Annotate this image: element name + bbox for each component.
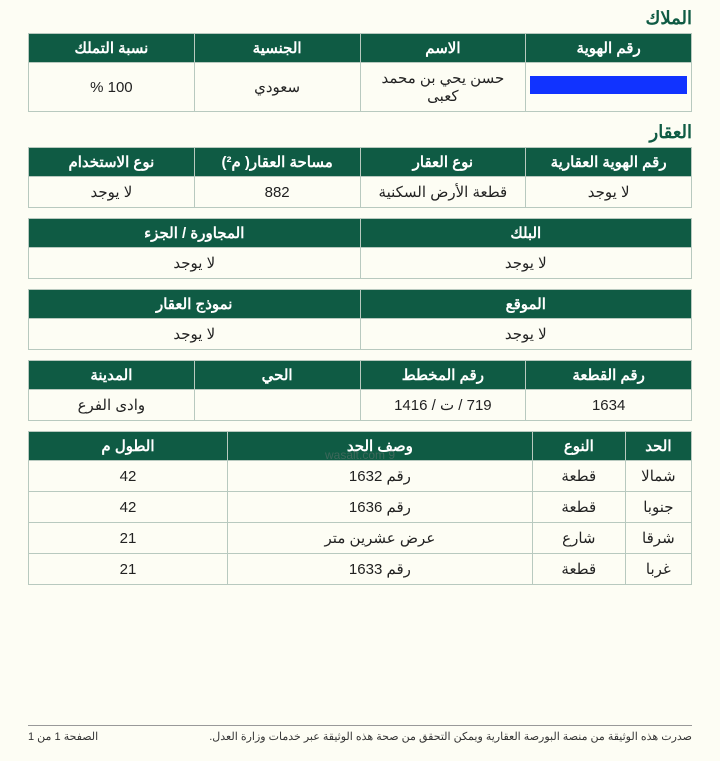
owners-header-nationality: الجنسية	[194, 34, 360, 63]
property-table-2: البلك المجاورة / الجزء لا يوجد لا يوجد	[28, 218, 692, 279]
prop1-header-usage: نوع الاستخدام	[29, 148, 195, 177]
property-table-1: رقم الهوية العقارية نوع العقار مساحة الع…	[28, 147, 692, 208]
prop1-cell-realid: لا يوجد	[526, 177, 692, 208]
bound-cell-length: 42	[29, 461, 228, 492]
prop3-cell-location: لا يوجد	[360, 319, 692, 350]
bound-cell-side: غربا	[625, 554, 691, 585]
bound-cell-side: شرقا	[625, 523, 691, 554]
bound-cell-side: شمالا	[625, 461, 691, 492]
bound-cell-kind: قطعة	[532, 492, 625, 523]
page-footer: صدرت هذه الوثيقة من منصة البورصة العقاري…	[28, 725, 692, 743]
owners-section-title: الملاك	[28, 8, 692, 29]
prop3-header-location: الموقع	[360, 290, 692, 319]
prop4-header-district: الحي	[194, 361, 360, 390]
bound-cell-kind: شارع	[532, 523, 625, 554]
bound-cell-length: 42	[29, 492, 228, 523]
table-row: شمالا قطعة رقم 1632 42	[29, 461, 692, 492]
owners-cell-nationality: سعودي	[194, 63, 360, 112]
footer-page: الصفحة 1 من 1	[28, 730, 98, 743]
bound-cell-kind: قطعة	[532, 554, 625, 585]
prop1-header-realid: رقم الهوية العقارية	[526, 148, 692, 177]
bound-header-desc: وصف الحد	[227, 432, 532, 461]
table-row: لا يوجد قطعة الأرض السكنية 882 لا يوجد	[29, 177, 692, 208]
prop4-header-plot: رقم القطعة	[526, 361, 692, 390]
prop4-cell-city: وادى الفرع	[29, 390, 195, 421]
prop2-header-neighbor: المجاورة / الجزء	[29, 219, 361, 248]
property-table-4: رقم القطعة رقم المخطط الحي المدينة 1634 …	[28, 360, 692, 421]
prop2-cell-neighbor: لا يوجد	[29, 248, 361, 279]
prop1-header-area: مساحة العقار( م²)	[194, 148, 360, 177]
owners-table: رقم الهوية الاسم الجنسية نسبة التملك حسن…	[28, 33, 692, 112]
owners-header-ownership: نسبة التملك	[29, 34, 195, 63]
prop4-cell-plan: 719 / ت / 1416	[360, 390, 526, 421]
property-section-title: العقار	[28, 122, 692, 143]
owners-header-name: الاسم	[360, 34, 526, 63]
prop3-header-model: نموذج العقار	[29, 290, 361, 319]
bound-cell-side: جنوبا	[625, 492, 691, 523]
prop2-cell-block: لا يوجد	[360, 248, 692, 279]
table-row: 1634 719 / ت / 1416 وادى الفرع	[29, 390, 692, 421]
document-page: الملاك رقم الهوية الاسم الجنسية نسبة الت…	[0, 0, 720, 761]
redacted-block	[530, 76, 687, 94]
bound-cell-kind: قطعة	[532, 461, 625, 492]
boundaries-table: الحد النوع وصف الحد الطول م شمالا قطعة ر…	[28, 431, 692, 585]
bound-cell-desc: رقم 1636	[227, 492, 532, 523]
prop4-header-plan: رقم المخطط	[360, 361, 526, 390]
prop4-header-city: المدينة	[29, 361, 195, 390]
bound-cell-desc: رقم 1632	[227, 461, 532, 492]
table-row: جنوبا قطعة رقم 1636 42	[29, 492, 692, 523]
bound-cell-desc: عرض عشرين متر	[227, 523, 532, 554]
bound-cell-length: 21	[29, 554, 228, 585]
prop3-cell-model: لا يوجد	[29, 319, 361, 350]
owners-header-id: رقم الهوية	[526, 34, 692, 63]
bound-header-length: الطول م	[29, 432, 228, 461]
prop1-cell-type: قطعة الأرض السكنية	[360, 177, 526, 208]
prop1-header-type: نوع العقار	[360, 148, 526, 177]
owners-cell-id	[526, 63, 692, 112]
bound-cell-length: 21	[29, 523, 228, 554]
property-table-3: الموقع نموذج العقار لا يوجد لا يوجد	[28, 289, 692, 350]
owners-cell-ownership: 100 %	[29, 63, 195, 112]
footer-text: صدرت هذه الوثيقة من منصة البورصة العقاري…	[209, 730, 692, 743]
table-row: لا يوجد لا يوجد	[29, 248, 692, 279]
table-row: غربا قطعة رقم 1633 21	[29, 554, 692, 585]
prop4-cell-district	[194, 390, 360, 421]
prop2-header-block: البلك	[360, 219, 692, 248]
bound-header-side: الحد	[625, 432, 691, 461]
bound-header-kind: النوع	[532, 432, 625, 461]
owners-cell-name: حسن يحي بن محمد كعبى	[360, 63, 526, 112]
table-row: حسن يحي بن محمد كعبى سعودي 100 %	[29, 63, 692, 112]
prop1-cell-area: 882	[194, 177, 360, 208]
table-row: لا يوجد لا يوجد	[29, 319, 692, 350]
table-row: شرقا شارع عرض عشرين متر 21	[29, 523, 692, 554]
prop4-cell-plot: 1634	[526, 390, 692, 421]
prop1-cell-usage: لا يوجد	[29, 177, 195, 208]
bound-cell-desc: رقم 1633	[227, 554, 532, 585]
